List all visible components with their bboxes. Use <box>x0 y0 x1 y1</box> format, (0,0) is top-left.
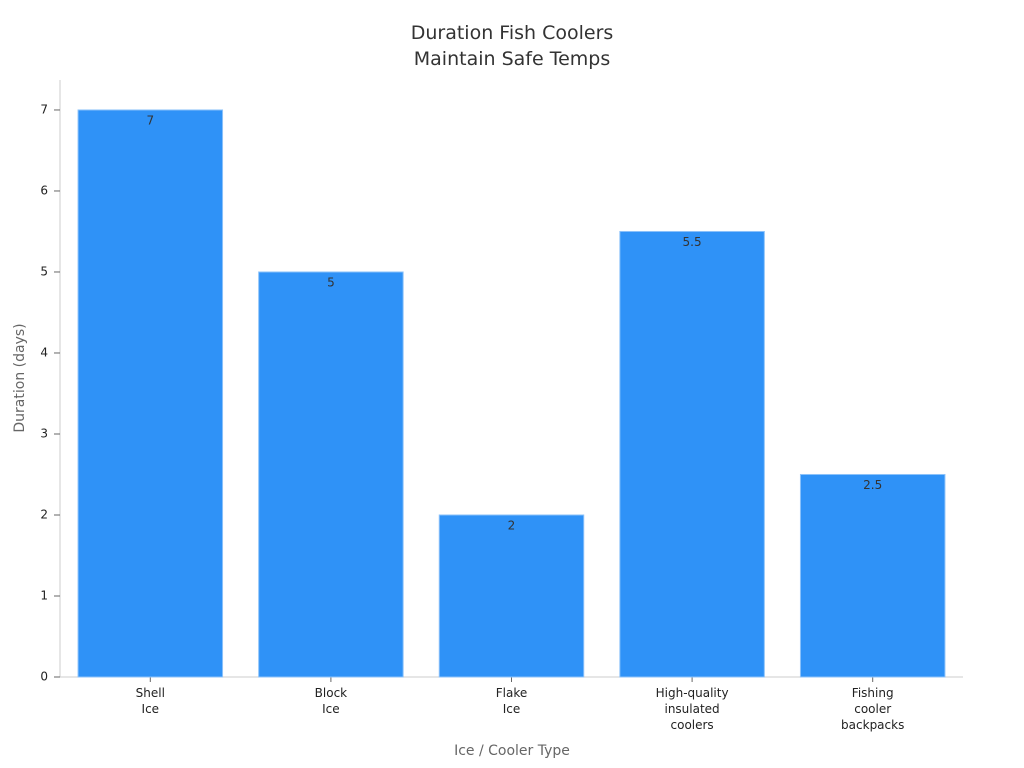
y-tick-label: 1 <box>40 588 48 602</box>
value-label: 2 <box>508 518 516 532</box>
x-tick-label: High-quality insulated coolers <box>656 686 729 732</box>
bar <box>438 514 585 678</box>
y-tick-label: 3 <box>40 426 48 440</box>
bar <box>77 109 224 678</box>
x-tick-label: Fishing cooler backpacks <box>841 686 904 732</box>
x-tick-label: Shell Ice <box>136 686 165 716</box>
y-axis-label: Duration (days) <box>12 323 28 432</box>
chart-title: Duration Fish Coolers Maintain Safe Temps <box>411 22 614 70</box>
y-tick-label: 2 <box>40 507 48 521</box>
value-label: 2.5 <box>863 478 882 492</box>
y-tick-label: 5 <box>40 264 48 278</box>
y-tick-label: 4 <box>40 345 48 359</box>
x-tick-label: Flake Ice <box>496 686 528 716</box>
y-tick-label: 0 <box>40 670 48 684</box>
bar <box>799 473 946 678</box>
bar <box>619 230 765 678</box>
x-axis-label: Ice / Cooler Type <box>454 743 570 759</box>
x-tick-label: Block Ice <box>315 686 348 716</box>
value-label: 5.5 <box>683 235 702 249</box>
bar <box>258 271 404 678</box>
y-tick-label: 6 <box>40 183 48 197</box>
value-label: 7 <box>146 113 154 127</box>
value-label: 5 <box>327 275 335 289</box>
y-tick-label: 7 <box>40 102 48 116</box>
